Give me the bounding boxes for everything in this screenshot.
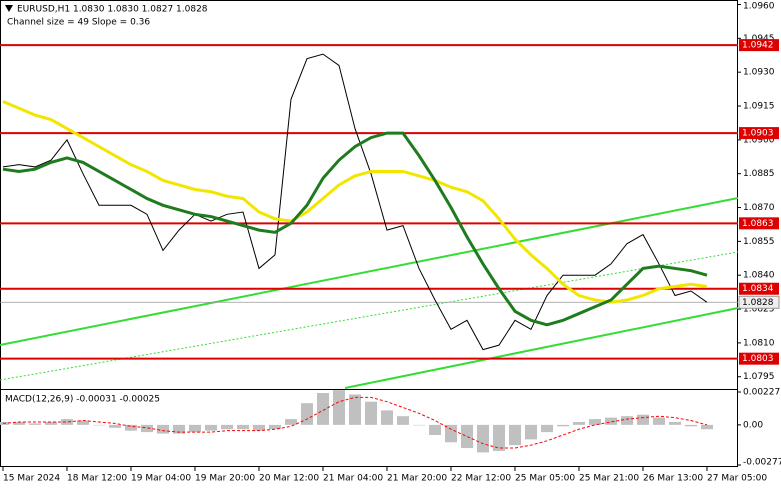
histogram-bar: [461, 424, 473, 449]
level-label-box: [739, 282, 779, 295]
histogram-bar: [557, 424, 569, 427]
histogram-bar: [381, 410, 393, 425]
level-label: 1.0803: [742, 354, 774, 364]
histogram-bar: [173, 424, 185, 434]
histogram-bar: [93, 424, 105, 426]
y-tick-label: 1.0900: [743, 135, 775, 145]
y-tick-label: 1.0960: [743, 2, 775, 12]
level-label-box: [739, 217, 779, 230]
y-tick-label: 1.0825: [743, 305, 775, 315]
x-tick-label: 22 Mar 12:00: [451, 474, 511, 484]
histogram-bar: [13, 421, 25, 425]
histogram-bar: [333, 390, 345, 425]
histogram-bar: [141, 424, 153, 433]
histogram-bar: [541, 424, 553, 433]
y-tick-label: 1.0870: [743, 203, 775, 213]
plot-frame: [0, 0, 738, 467]
level-label: 1.0903: [742, 129, 774, 139]
histogram-bar: [77, 420, 89, 425]
y-tick-label: 1.0930: [743, 68, 775, 78]
y-tick-label: 1.0855: [743, 237, 775, 247]
x-tick-label: 25 Mar 21:00: [579, 474, 639, 484]
last-price-box: [738, 295, 780, 309]
signal-line: [2, 396, 708, 449]
histogram-bar: [493, 424, 505, 451]
level-label-box: [739, 127, 779, 140]
x-tick-label: 15 Mar 2024: [3, 474, 60, 484]
chart-subtitle: Channel size = 49 Slope = 0.36: [7, 18, 150, 28]
x-tick-label: 20 Mar 12:00: [259, 474, 319, 484]
chart-title: EURUSD,H1 1.0830 1.0830 1.0827 1.0828: [17, 5, 208, 15]
title-icon: [5, 5, 13, 12]
x-tick-label: 21 Mar 04:00: [323, 474, 383, 484]
y-tick-label: 1.0915: [743, 102, 775, 112]
x-tick-label: 27 Mar 05:00: [707, 474, 767, 484]
last-price-label: 1.0828: [742, 298, 774, 308]
histogram-bar: [269, 424, 281, 430]
histogram-bar: [429, 424, 441, 436]
histogram-bar: [701, 424, 713, 430]
histogram-bar: [573, 421, 585, 425]
x-tick-label: 25 Mar 05:00: [515, 474, 575, 484]
histogram-bar: [125, 424, 137, 431]
x-tick-label: 19 Mar 04:00: [131, 474, 191, 484]
histogram-bar: [189, 424, 201, 433]
level-label-box: [739, 39, 779, 52]
level-label-box: [739, 352, 779, 365]
y-tick-label: 1.0810: [743, 338, 775, 348]
histogram-bar: [685, 424, 697, 427]
moving-average: [2, 131, 708, 327]
histogram-bar: [477, 424, 489, 453]
x-tick-label: 19 Mar 20:00: [195, 474, 255, 484]
histogram-bar: [61, 419, 73, 425]
y-tick-label: -0.00277: [743, 458, 781, 468]
histogram-bar: [653, 417, 665, 425]
histogram-bar: [605, 417, 617, 425]
moving-average: [2, 100, 708, 304]
y-tick-label: 1.0795: [743, 372, 775, 382]
histogram-bar: [109, 424, 121, 428]
x-tick-label: 21 Mar 20:00: [387, 474, 447, 484]
x-tick-label: 18 Mar 12:00: [67, 474, 127, 484]
histogram-bar: [205, 424, 217, 431]
histogram-bar: [317, 393, 329, 425]
histogram-bar: [253, 424, 265, 431]
histogram-bar: [285, 419, 297, 425]
y-tick-label: 1.0885: [743, 169, 775, 179]
histogram-bar: [397, 416, 409, 425]
plot: [0, 44, 738, 453]
histogram-bar: [637, 414, 649, 425]
level-label: 1.0863: [742, 219, 774, 229]
y-tick-label: 0.00227: [743, 388, 780, 398]
histogram-bar: [669, 421, 681, 425]
histogram-bar: [237, 424, 249, 430]
histogram-bar: [509, 424, 521, 446]
y-tick-label: 1.0840: [743, 271, 775, 281]
level-label: 1.0942: [742, 41, 774, 51]
histogram-bar: [221, 424, 233, 430]
x-tick-label: 26 Mar 13:00: [643, 474, 703, 484]
histogram-bar: [349, 394, 361, 425]
histogram-bar: [621, 416, 633, 425]
price-line: [2, 53, 708, 351]
macd-title: MACD(12,26,9) -0.00031 -0.00025: [5, 395, 160, 405]
histogram-bar: [589, 419, 601, 425]
histogram-bar: [29, 423, 41, 425]
histogram-bar: [45, 421, 57, 425]
histogram-bar: [157, 424, 169, 434]
y-tick-label: 0.00: [743, 420, 763, 430]
histogram-bar: [525, 424, 537, 440]
histogram-bar: [301, 403, 313, 425]
level-label: 1.0834: [742, 284, 774, 294]
histogram-bar: [445, 424, 457, 443]
histogram-bar: [413, 424, 425, 426]
histogram-bar: [365, 401, 377, 425]
channel-lower: [344, 307, 739, 389]
y-tick-label: 1.0945: [743, 34, 775, 44]
